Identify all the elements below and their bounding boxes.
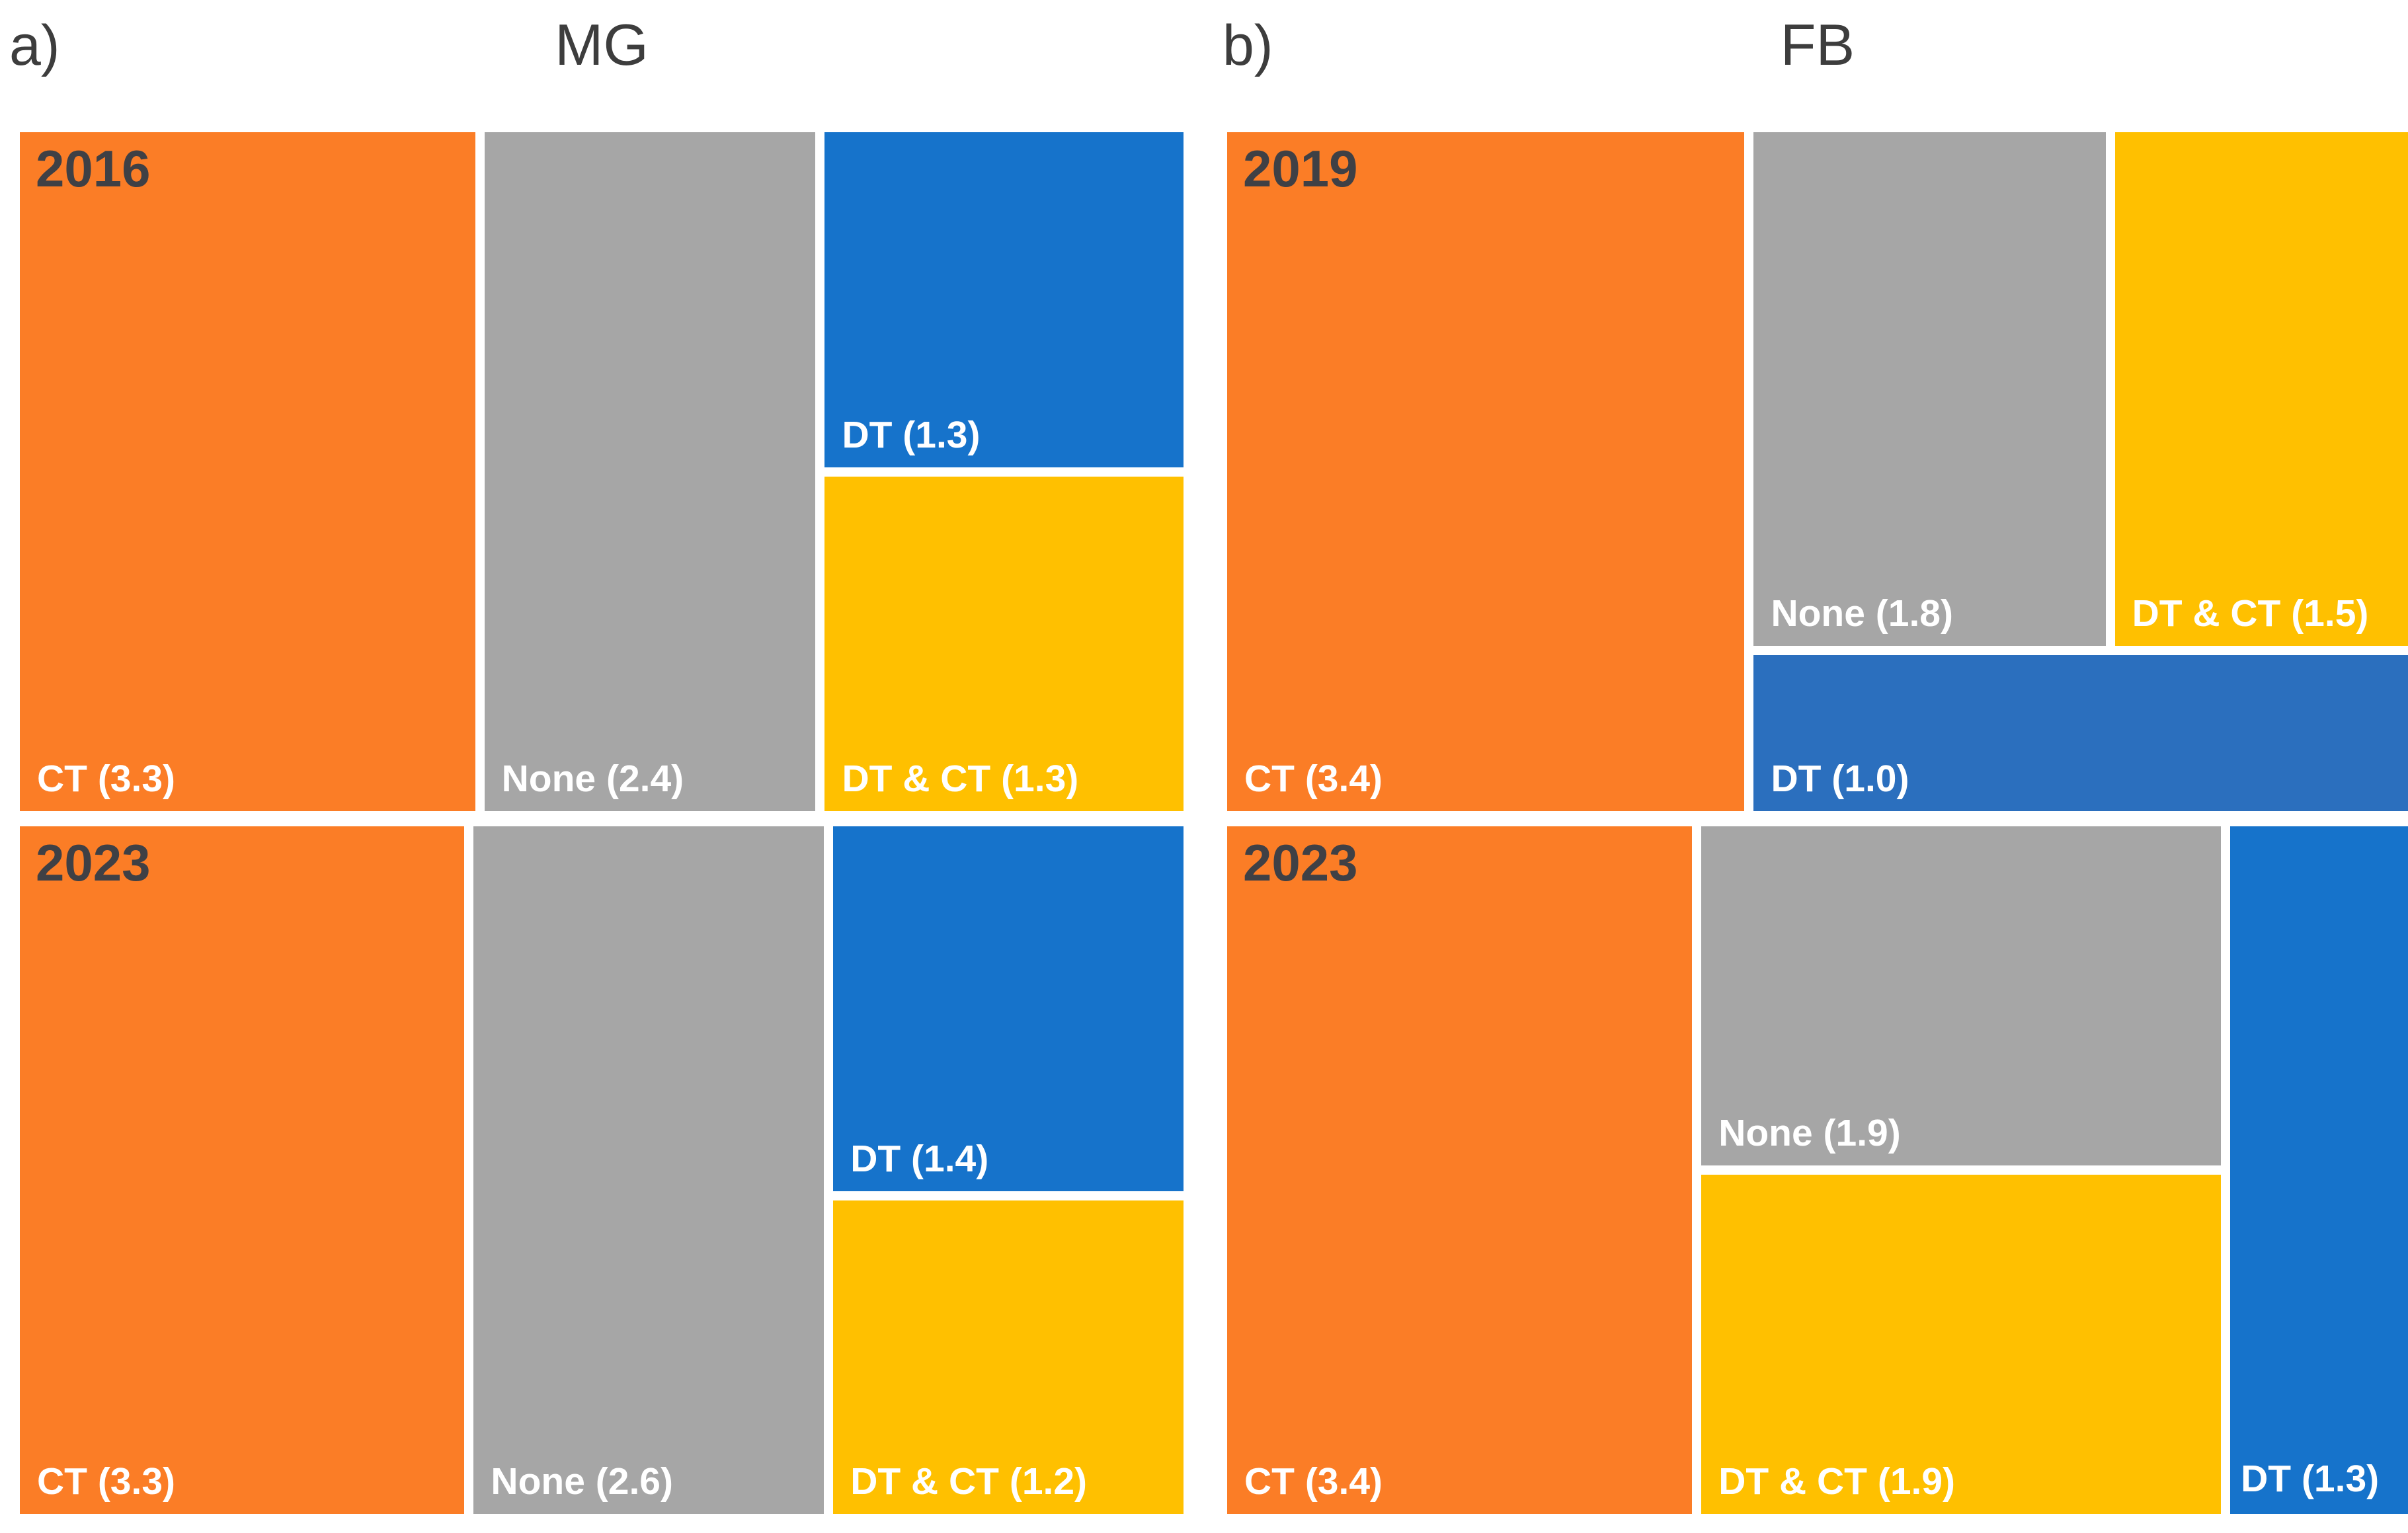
tile-dt: DT (1.4): [833, 826, 1184, 1192]
tile-ct: 2016 CT (3.3): [20, 132, 475, 811]
tile-none: None (2.6): [473, 826, 824, 1514]
tile-label-dt-ct: DT & CT (1.2): [850, 1460, 1088, 1503]
year-label: 2019: [1243, 139, 1358, 198]
tile-dt-ct: DT & CT (1.5): [2114, 132, 2408, 647]
tile-label-ct: CT (3.3): [37, 758, 176, 800]
tile-label-dt: DT (1.3): [842, 413, 981, 456]
treemap-mg-2023: 2023 CT (3.3) None (2.6) DT (1.4) DT & C…: [20, 826, 1184, 1514]
tile-dt: DT (1.0): [1753, 655, 2408, 811]
tile-label-none: None (2.4): [501, 758, 684, 800]
tile-label-dt: DT (1.4): [850, 1138, 989, 1181]
tile-label-dt-ct: DT & CT (1.3): [842, 758, 1079, 800]
tile-ct: 2023 CT (3.4): [1227, 826, 1693, 1514]
tile-dt: DT (1.3): [2230, 826, 2408, 1514]
tile-none: None (1.9): [1701, 826, 2222, 1165]
tile-label-dt-ct: DT & CT (1.5): [2132, 592, 2369, 635]
panel-a-letter: a): [9, 14, 60, 77]
panel-a-title: MG: [555, 12, 649, 77]
top-row: None (1.8) DT & CT (1.5): [1753, 132, 2408, 647]
tile-label-none: None (1.8): [1771, 592, 1953, 635]
tile-label-dt: DT (1.0): [1771, 758, 1909, 800]
tile-label-ct: CT (3.3): [37, 1460, 176, 1503]
year-label: 2023: [1243, 834, 1358, 892]
middle-column: None (1.9) DT & CT (1.9): [1701, 826, 2222, 1514]
tile-dt-ct: DT & CT (1.9): [1701, 1175, 2222, 1514]
right-column: DT (1.3) DT & CT (1.3): [824, 132, 1184, 811]
tile-label-dt: DT (1.3): [2241, 1458, 2380, 1500]
panel-b-title: FB: [1780, 12, 1855, 77]
treemap-mg-2016: 2016 CT (3.3) None (2.4) DT (1.3) DT & C…: [20, 132, 1184, 811]
tile-dt-ct: DT & CT (1.2): [833, 1200, 1184, 1514]
tile-label-none: None (2.6): [491, 1460, 673, 1503]
tile-ct: 2023 CT (3.3): [20, 826, 465, 1514]
right-region: None (1.8) DT & CT (1.5) DT (1.0): [1753, 132, 2408, 811]
panel-b-letter: b): [1223, 14, 1273, 77]
tile-label-dt-ct: DT & CT (1.9): [1718, 1460, 1956, 1503]
tile-dt-ct: DT & CT (1.3): [824, 476, 1184, 811]
treemap-fb-2023: 2023 CT (3.4) None (1.9) DT & CT (1.9) D…: [1227, 826, 2408, 1514]
tile-label-none: None (1.9): [1718, 1112, 1901, 1154]
tile-ct: 2019 CT (3.4): [1227, 132, 1745, 811]
tile-label-ct: CT (3.4): [1244, 758, 1383, 800]
tile-none: None (2.4): [484, 132, 816, 811]
right-column: DT (1.4) DT & CT (1.2): [833, 826, 1184, 1514]
year-label: 2023: [36, 834, 151, 892]
treemap-fb-2019: 2019 CT (3.4) None (1.8) DT & CT (1.5) D…: [1227, 132, 2408, 811]
tile-dt: DT (1.3): [824, 132, 1184, 467]
year-label: 2016: [36, 139, 151, 198]
tile-none: None (1.8): [1753, 132, 2106, 647]
tile-label-ct: CT (3.4): [1244, 1460, 1383, 1503]
